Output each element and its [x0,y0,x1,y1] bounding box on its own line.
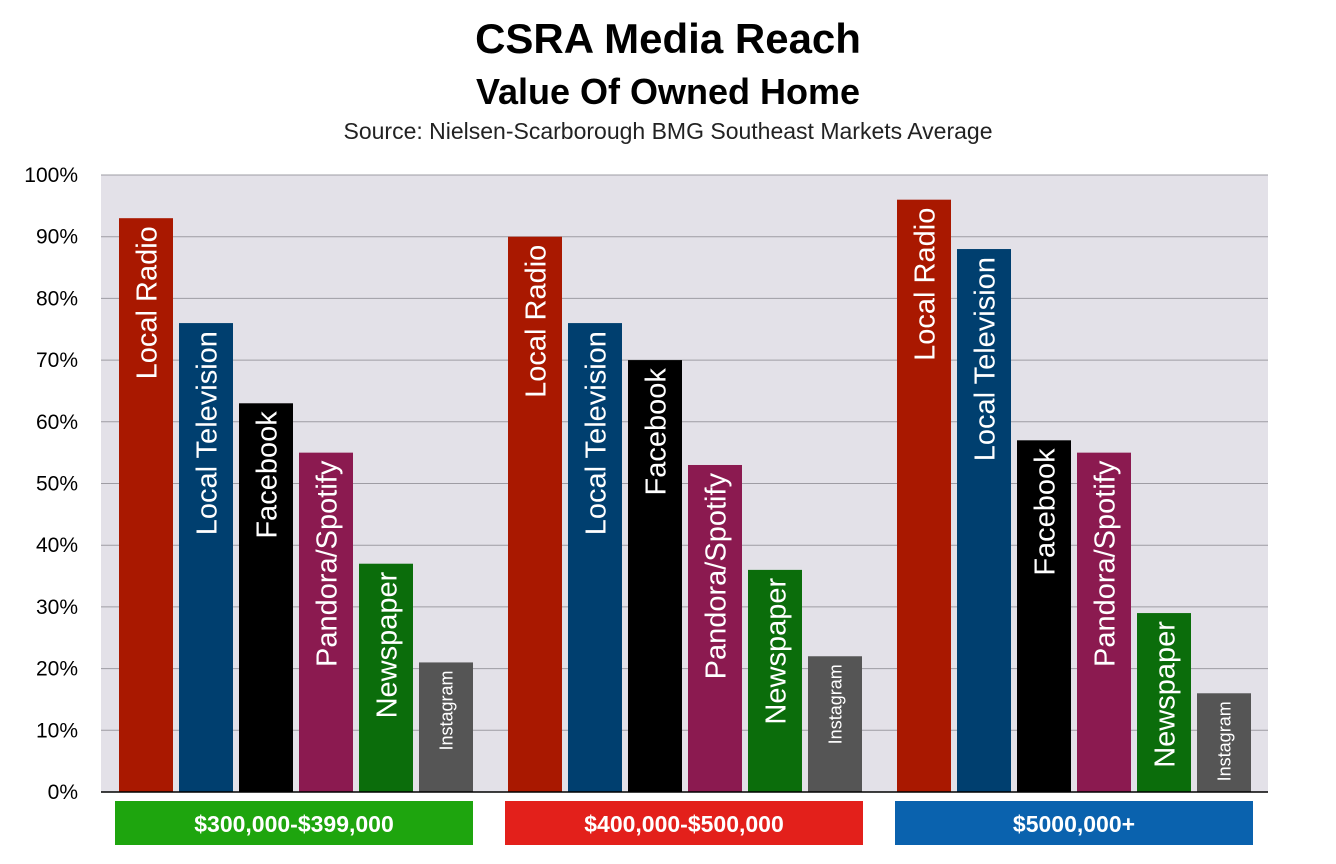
bar-label: Local Radio [909,208,941,361]
bar-label: Facebook [1029,448,1061,576]
y-tick-label: 50% [36,473,78,496]
bar-label: Newspaper [1149,621,1181,768]
y-tick-label: 10% [36,719,78,742]
bar [508,236,562,792]
category-label: $5000,000+ [1013,811,1135,837]
y-tick-label: 90% [36,226,78,249]
category-box [505,801,863,845]
bar-label: Local Radio [131,226,163,379]
bar-label: Newspaper [371,571,403,718]
bar [119,218,173,792]
bar [688,464,742,792]
bar-label: Local Television [969,257,1001,461]
bar-label: Facebook [251,411,283,539]
y-tick-label: 20% [36,658,78,681]
bar-label: Local Radio [520,245,552,398]
bar [299,452,353,792]
bar [808,656,862,792]
category-box [115,801,473,845]
bar [957,249,1011,793]
bar-label: Newspaper [760,578,792,725]
bar-label: Pandora/Spotify [700,472,732,679]
bar [628,360,682,792]
bar [239,403,293,792]
bar-label: Pandora/Spotify [311,460,343,667]
category-label: $400,000-$500,000 [584,811,784,837]
bar [1197,693,1251,792]
category-label: $300,000-$399,000 [194,811,394,837]
y-tick-label: 80% [36,287,78,310]
bar [359,563,413,792]
bar-label: Facebook [640,368,672,496]
bar [568,323,622,792]
y-tick-label: 100% [24,164,78,187]
chart-source: Source: Nielsen-Scarborough BMG Southeas… [343,118,993,144]
bar [179,323,233,792]
bar-label: Instagram [436,670,456,750]
bar [748,569,802,792]
bar [1077,452,1131,792]
y-tick-label: 60% [36,411,78,434]
y-tick-label: 40% [36,534,78,557]
bar [419,662,473,792]
bar-label: Local Television [580,331,612,535]
y-tick-label: 30% [36,596,78,619]
chart-title: CSRA Media Reach [475,15,861,62]
bar [897,199,951,792]
bar [1017,440,1071,792]
bar-label: Pandora/Spotify [1089,460,1121,667]
y-tick-label: 0% [48,781,78,804]
category-box [895,801,1253,845]
bar-label: Instagram [1214,701,1234,781]
chart-subtitle: Value Of Owned Home [475,71,861,112]
y-tick-label: 70% [36,349,78,372]
bar-label: Instagram [825,664,845,744]
bar-label: Local Television [191,331,223,535]
bar [1137,613,1191,792]
